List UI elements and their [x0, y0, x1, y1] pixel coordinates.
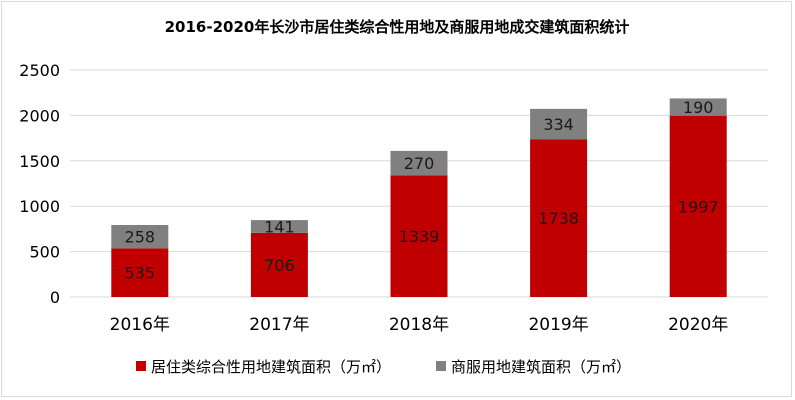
- residential-bar: [390, 175, 448, 297]
- legend: 居住类综合性用地建筑面积（万㎡） 商服用地建筑面积（万㎡）: [136, 358, 631, 376]
- y-tick-label: 1000: [19, 197, 60, 216]
- chart-title: 2016-2020年长沙市居住类综合性用地及商服用地成交建筑面积统计: [165, 18, 630, 36]
- residential-bar: [669, 115, 727, 298]
- residential-value-label: 1997: [678, 197, 719, 216]
- commercial-bar: [390, 150, 448, 176]
- y-tick-label: 0: [50, 288, 60, 307]
- residential-value-label: 535: [125, 264, 156, 283]
- commercial-value-label: 258: [125, 228, 156, 247]
- legend-label: 商服用地建筑面积（万㎡）: [451, 358, 631, 376]
- y-tick-label: 1500: [19, 152, 60, 171]
- residential-bar: [530, 139, 588, 297]
- commercial-bar: [669, 98, 727, 116]
- x-category-label: 2016年: [110, 315, 170, 335]
- commercial-bar: [530, 108, 588, 140]
- commercial-bar: [250, 220, 308, 233]
- data-labels: 535 258 706 141 1339 270 1738 334 1997 190: [125, 98, 719, 283]
- commercial-bar: [111, 224, 169, 249]
- legend-swatch: [136, 361, 146, 371]
- residential-value-label: 1738: [538, 209, 579, 228]
- legend-label: 居住类综合性用地建筑面积（万㎡）: [151, 358, 391, 376]
- commercial-value-label: 270: [404, 154, 435, 173]
- y-tick-label: 2000: [19, 106, 60, 125]
- x-category-label: 2019年: [528, 315, 588, 335]
- bars: [111, 98, 727, 298]
- residential-value-label: 1339: [399, 227, 440, 246]
- y-axis-ticks: 0 500 1000 1500 2000 2500: [19, 61, 60, 307]
- commercial-value-label: 190: [683, 98, 714, 117]
- x-axis-categories: 2016年 2017年 2018年 2019年 2020年: [110, 315, 729, 335]
- residential-value-label: 706: [264, 256, 295, 275]
- commercial-value-label: 141: [264, 217, 295, 236]
- commercial-value-label: 334: [543, 115, 574, 134]
- residential-bar: [250, 232, 308, 297]
- x-category-label: 2020年: [668, 315, 728, 335]
- gridlines: [70, 69, 768, 298]
- residential-bar: [111, 248, 169, 297]
- legend-swatch: [436, 361, 446, 371]
- y-tick-label: 500: [29, 243, 60, 262]
- x-category-label: 2018年: [389, 315, 449, 335]
- y-tick-label: 2500: [19, 61, 60, 80]
- x-category-label: 2017年: [249, 315, 309, 335]
